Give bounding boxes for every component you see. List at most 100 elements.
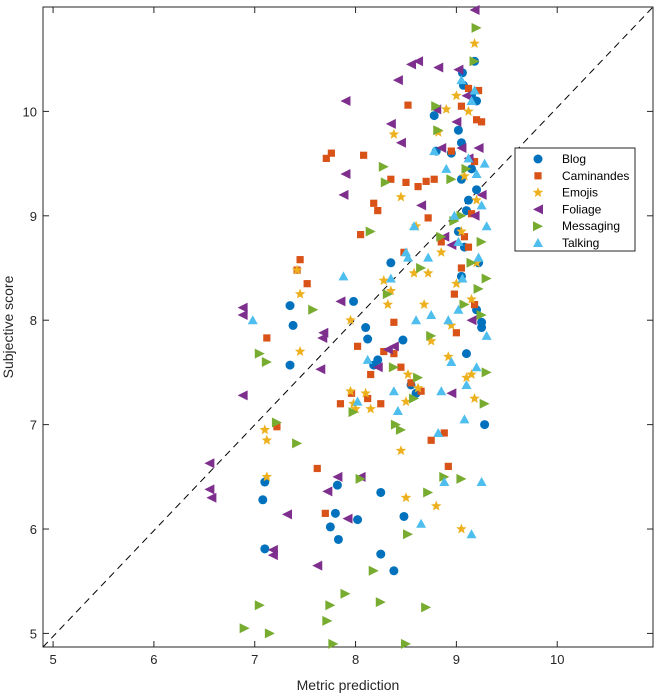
y-tick-label: 5	[30, 626, 37, 641]
data-point	[440, 429, 448, 437]
data-point	[433, 125, 444, 136]
data-point	[441, 163, 452, 173]
data-point	[471, 194, 482, 205]
data-point	[338, 189, 349, 200]
data-point	[426, 309, 437, 319]
data-point	[282, 509, 292, 520]
data-point	[422, 177, 430, 185]
data-point	[416, 263, 427, 274]
data-point	[362, 354, 373, 364]
data-point	[402, 178, 410, 186]
y-tick-label: 8	[30, 313, 37, 328]
reference-diagonal-line	[42, 6, 654, 648]
data-point	[463, 195, 473, 205]
data-point	[315, 364, 326, 375]
data-point	[453, 125, 463, 135]
data-point	[408, 267, 420, 278]
data-point	[258, 495, 268, 505]
data-point	[459, 414, 470, 424]
data-point	[426, 330, 437, 341]
data-point	[390, 318, 398, 326]
data-point	[395, 191, 407, 202]
data-point	[294, 346, 306, 356]
data-point	[390, 350, 398, 358]
data-point	[476, 189, 487, 200]
data-point	[374, 206, 382, 215]
data-point	[392, 406, 403, 416]
data-point	[460, 233, 469, 241]
y-tick-label: 9	[30, 209, 37, 224]
data-point	[431, 101, 442, 112]
data-point	[325, 600, 336, 611]
data-point	[368, 565, 379, 576]
data-point	[456, 225, 467, 236]
data-point	[457, 102, 466, 110]
legend-label: Messaging	[562, 219, 620, 233]
data-point	[430, 500, 442, 511]
data-point	[370, 199, 378, 207]
data-point	[350, 403, 361, 414]
data-point	[237, 390, 248, 401]
x-tick-label: 9	[453, 652, 460, 667]
data-point	[291, 264, 303, 275]
x-tick-label: 5	[49, 652, 56, 667]
data-point	[425, 335, 437, 346]
data-point	[340, 588, 351, 599]
series-talking	[247, 75, 492, 539]
data-point	[416, 200, 427, 211]
data-point	[433, 62, 444, 73]
data-point	[352, 396, 363, 406]
data-point	[360, 151, 368, 159]
data-point	[471, 22, 482, 33]
data-point	[452, 329, 460, 337]
data-point	[450, 290, 458, 298]
data-point	[388, 386, 399, 396]
data-point	[422, 267, 434, 278]
data-point	[389, 566, 399, 576]
data-point	[361, 323, 371, 333]
data-point	[439, 477, 450, 487]
data-point	[466, 369, 477, 379]
data-point	[237, 302, 248, 313]
data-point	[365, 403, 376, 414]
data-point	[461, 379, 472, 389]
data-point	[457, 273, 468, 283]
data-point	[364, 394, 372, 403]
data-point	[294, 288, 306, 299]
y-axis-label: Subjective score	[0, 275, 16, 378]
legend-box	[514, 147, 636, 252]
data-point	[418, 299, 430, 309]
data-point	[436, 142, 447, 153]
data-point	[378, 161, 389, 172]
data-point	[436, 231, 447, 242]
data-point	[204, 484, 215, 495]
data-point	[259, 424, 271, 435]
data-point	[367, 370, 375, 379]
data-point	[423, 487, 434, 498]
data-point	[412, 382, 424, 393]
data-point	[416, 518, 427, 528]
data-point	[436, 386, 447, 396]
data-point	[308, 304, 319, 315]
data-point	[461, 90, 472, 101]
data-point	[285, 360, 295, 370]
data-point	[348, 407, 359, 418]
data-point	[469, 5, 480, 15]
data-point	[247, 315, 258, 325]
data-point	[322, 615, 333, 626]
data-point	[318, 327, 329, 338]
data-point	[414, 182, 422, 191]
data-point	[471, 362, 482, 372]
data-point	[336, 400, 345, 408]
data-point	[461, 349, 471, 359]
data-point	[400, 638, 411, 649]
data-point	[237, 309, 248, 320]
data-point	[472, 116, 481, 124]
data-point	[400, 492, 412, 503]
legend-marker-blog	[533, 154, 543, 164]
data-point	[261, 356, 272, 367]
legend-label: Caminandes	[562, 169, 629, 183]
legend-marker-messaging	[533, 221, 543, 232]
data-point	[353, 342, 362, 350]
